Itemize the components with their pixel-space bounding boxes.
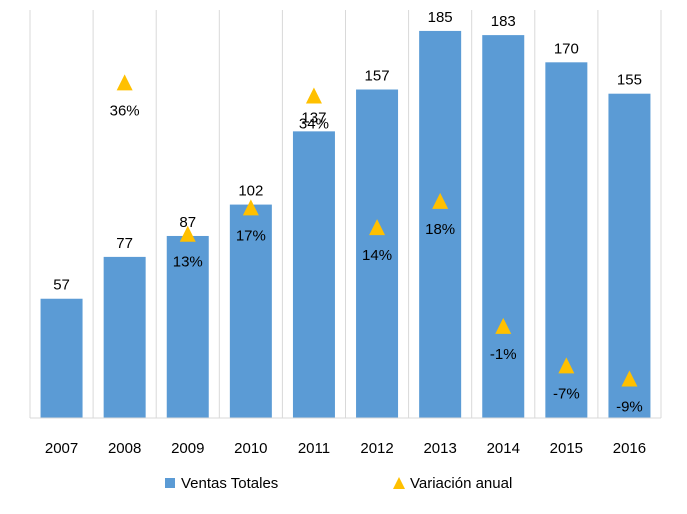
legend: Ventas Totales Variación anual bbox=[165, 475, 512, 492]
bar-label-2016: 155 bbox=[617, 72, 642, 89]
marker-label-2009: 13% bbox=[173, 254, 203, 271]
bar-label-2010: 102 bbox=[238, 183, 263, 200]
bar-label-2008: 77 bbox=[116, 235, 133, 252]
marker-2014 bbox=[495, 317, 512, 334]
marker-label-2011: 34% bbox=[299, 116, 329, 133]
legend-label-ventas-totales: Ventas Totales bbox=[181, 475, 278, 492]
x-tick-2016: 2016 bbox=[613, 440, 646, 457]
bar-label-2014: 183 bbox=[491, 13, 516, 30]
x-tick-2014: 2014 bbox=[487, 440, 520, 457]
x-tick-2012: 2012 bbox=[360, 440, 393, 457]
marker-label-2008: 36% bbox=[110, 102, 140, 119]
x-tick-2013: 2013 bbox=[423, 440, 456, 457]
marker-data-labels: 36% 13% 17% 34% 14% 18% -1% -7% -9% bbox=[110, 102, 643, 415]
marker-2015 bbox=[558, 357, 575, 374]
bar-label-2012: 157 bbox=[365, 68, 390, 85]
bars-ventas-totales bbox=[40, 30, 651, 419]
x-axis-tick-labels: 2007 2008 2009 2010 2011 2012 2013 2014 2015 2016 bbox=[45, 440, 646, 457]
bar-2007 bbox=[40, 298, 83, 418]
bar-2011 bbox=[292, 131, 335, 418]
marker-label-2012: 14% bbox=[362, 247, 392, 264]
marker-2011 bbox=[305, 87, 322, 104]
bar-2010 bbox=[229, 204, 272, 418]
bar-2009 bbox=[166, 235, 209, 418]
legend-label-variacion-anual: Variación anual bbox=[410, 475, 512, 492]
marker-2012 bbox=[369, 219, 386, 236]
marker-label-2014: -1% bbox=[490, 346, 517, 363]
marker-label-2013: 18% bbox=[425, 221, 455, 238]
marker-2016 bbox=[621, 370, 638, 387]
bar-label-2009: 87 bbox=[179, 214, 196, 231]
x-tick-2010: 2010 bbox=[234, 440, 267, 457]
marker-2013 bbox=[432, 192, 449, 209]
bar-label-2013: 185 bbox=[428, 9, 453, 26]
bar-label-2011: 137 bbox=[301, 109, 326, 126]
x-tick-2007: 2007 bbox=[45, 440, 78, 457]
x-tick-2015: 2015 bbox=[550, 440, 583, 457]
legend-swatch-variacion-anual bbox=[393, 477, 405, 489]
gridlines bbox=[29, 10, 662, 418]
marker-2009 bbox=[179, 225, 196, 242]
marker-2008 bbox=[116, 74, 133, 91]
bar-2013 bbox=[419, 30, 462, 419]
bar-2016 bbox=[608, 93, 651, 418]
marker-2010 bbox=[242, 199, 259, 216]
markers-variacion-anual bbox=[116, 74, 638, 387]
bar-2008 bbox=[103, 256, 146, 418]
bar-label-2015: 170 bbox=[554, 40, 579, 57]
x-tick-2008: 2008 bbox=[108, 440, 141, 457]
legend-swatch-ventas-totales bbox=[165, 478, 175, 488]
marker-label-2015: -7% bbox=[553, 385, 580, 402]
bar-2012 bbox=[356, 89, 399, 418]
x-tick-2009: 2009 bbox=[171, 440, 204, 457]
marker-label-2010: 17% bbox=[236, 227, 266, 244]
bar-2014 bbox=[482, 35, 525, 418]
x-tick-2011: 2011 bbox=[298, 440, 330, 457]
bar-data-labels: 57 77 87 102 137 157 185 183 170 155 bbox=[53, 9, 642, 294]
bar-label-2007: 57 bbox=[53, 277, 70, 294]
marker-label-2016: -9% bbox=[616, 399, 643, 416]
